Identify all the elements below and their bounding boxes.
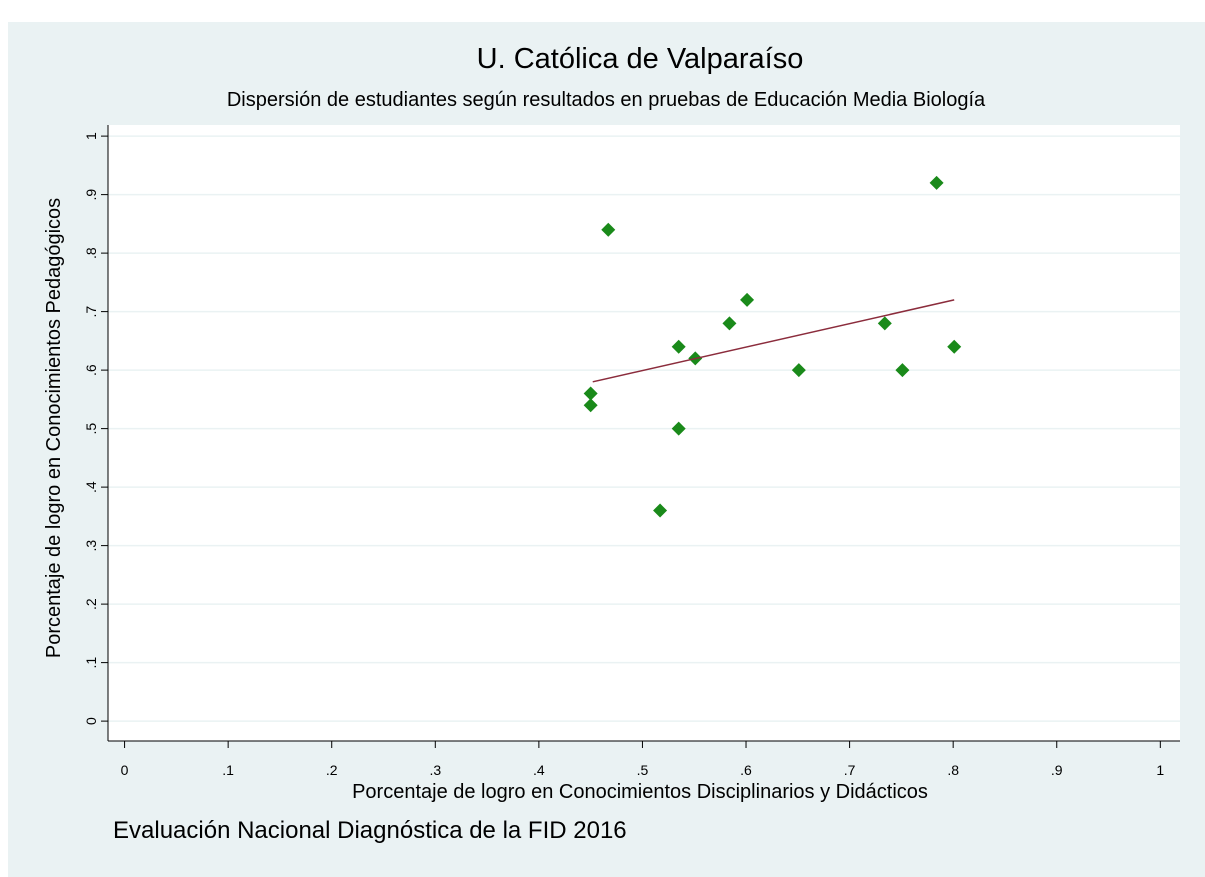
chart-subtitle: Dispersión de estudiantes según resultad…	[227, 89, 986, 111]
x-tick-label: .3	[429, 762, 441, 778]
y-tick-label: .3	[83, 540, 99, 552]
x-axis-label: Porcentaje de logro en Conocimientos Dis…	[352, 781, 928, 803]
scatter-point	[791, 363, 806, 378]
y-axis-label: Porcentaje de logro en Conocimientos Ped…	[43, 198, 65, 658]
y-tick-label: .1	[83, 657, 99, 669]
x-tick-label: .6	[740, 762, 752, 778]
x-tick-label: .9	[1051, 762, 1063, 778]
x-tick-label: .1	[222, 762, 234, 778]
y-tick-label: .9	[83, 189, 99, 201]
scatter-point	[929, 175, 944, 190]
plot-area	[108, 125, 1180, 741]
scatter-point	[877, 316, 892, 331]
x-tick-label: .8	[947, 762, 959, 778]
scatter-point	[583, 386, 598, 401]
scatter-point	[671, 421, 686, 436]
y-tick-label: .4	[83, 481, 99, 493]
y-tick-label: .5	[83, 423, 99, 435]
scatter-point	[671, 339, 686, 354]
scatter-point	[740, 292, 755, 307]
chart-title: U. Católica de Valparaíso	[477, 43, 804, 75]
x-tick-label: .5	[637, 762, 649, 778]
fit-line	[592, 299, 955, 383]
scatter-point	[653, 503, 668, 518]
scatter-point	[947, 339, 962, 354]
scatter-point	[601, 222, 616, 237]
x-tick-label: .4	[533, 762, 545, 778]
scatter-point	[895, 363, 910, 378]
y-tick-label: 0	[83, 717, 99, 725]
y-tick-label: 1	[83, 132, 99, 140]
x-tick-label: .2	[326, 762, 338, 778]
scatter-point	[583, 398, 598, 413]
x-tick-label: .7	[844, 762, 856, 778]
y-tick-label: .2	[83, 598, 99, 610]
y-tick-label: .6	[83, 364, 99, 376]
note: Evaluación Nacional Diagnóstica de la FI…	[113, 817, 627, 844]
x-tick-label: 1	[1156, 762, 1164, 778]
scatter-point	[722, 316, 737, 331]
y-tick-label: .8	[83, 247, 99, 259]
x-tick-label: 0	[121, 762, 129, 778]
y-tick-label: .7	[83, 306, 99, 318]
